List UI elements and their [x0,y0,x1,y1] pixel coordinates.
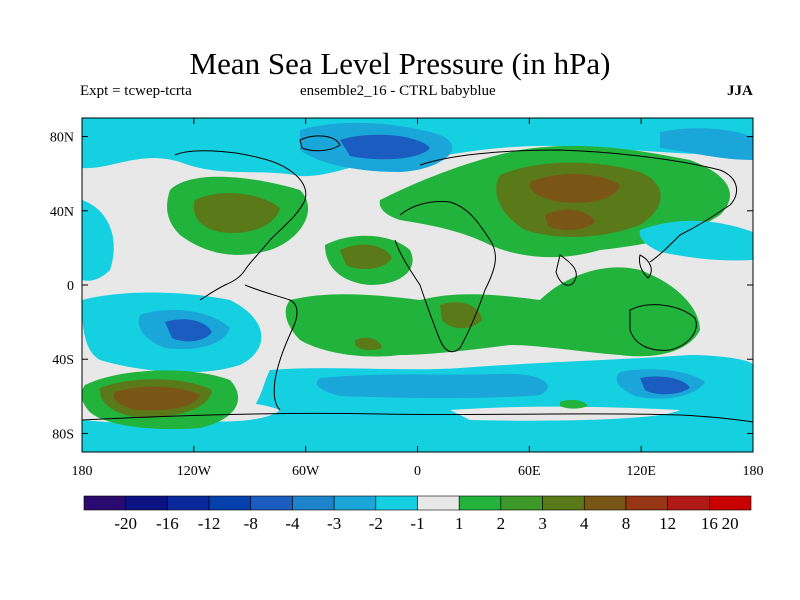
colorbar-label: -8 [244,514,258,533]
colorbar-label: 8 [622,514,631,533]
eurasia-high [529,174,620,203]
colorbar-label: 2 [497,514,506,533]
lat-tick-label: 0 [67,279,74,294]
antarctic-negative [82,425,753,452]
lon-tick-label: 120W [177,464,212,479]
experiment-label: Expt = tcwep-tcrta [80,83,192,99]
colorbar-label: -3 [327,514,341,533]
colorbar-swatch [417,495,460,511]
colorbar-label: -16 [156,514,179,533]
philippines-coast [639,254,652,279]
colorbar-swatch [208,495,252,511]
lat-tick-label: 40N [50,205,74,220]
pressure-field [82,118,753,452]
north-america-coast [174,150,307,301]
central-asia-high [545,209,595,231]
lon-tick-label: 120E [626,464,656,479]
south-indian-core [640,376,690,395]
coastlines [82,135,753,423]
colorbar-label: 16 [701,514,718,533]
colorbar-swatch [709,495,752,511]
lon-tick-label: 0 [414,464,421,479]
tropical-atlantic-core [340,244,392,270]
colorbar-label: 20 [722,514,739,533]
south-africa-core [440,302,482,329]
colorbar-label: 1 [455,514,464,533]
latitude-axis: 80N 40N 0 40S 80S [50,131,753,442]
india-coast [555,254,577,286]
colorbar: -20 -16 -12 -8 -4 -3 -2 -1 1 2 3 4 8 12 16 20 [83,495,752,533]
greenland-coast [299,135,341,152]
lon-tick-label: 60E [518,464,541,479]
colorbar-label: -4 [285,514,300,533]
colorbar-swatch [125,495,168,511]
colorbar-swatch [500,495,543,511]
colorbar-label: -20 [114,514,137,533]
west-edge-negative [82,200,114,281]
ensemble-label: ensemble2_16 - CTRL babyblue [300,83,496,99]
colorbar-label: 3 [538,514,547,533]
west-pacific-negative [639,220,753,261]
antarctica-coast [82,412,753,423]
season-label: JJA [727,83,753,99]
longitude-axis: 180 120W 60W 0 60E 120E 180 [72,118,764,479]
north-america-core [193,193,280,233]
southeast-pacific-high [113,386,200,411]
colorbar-swatch [375,495,418,511]
colorbar-swatch [542,495,585,511]
lon-tick-label: 180 [743,464,764,479]
colorbar-swatch [292,495,335,511]
south-indian-positive-spot [560,399,588,409]
lat-tick-label: 80S [52,427,74,442]
australia-coast [629,304,697,351]
colorbar-label: 12 [659,514,676,533]
east-siberia-anomaly [660,128,753,160]
southern-ocean-mid [316,373,548,399]
map-title: Mean Sea Level Pressure (in hPa) [189,46,611,81]
colorbar-swatch [333,495,377,511]
colorbar-swatch [83,495,126,511]
colorbar-label: -12 [198,514,221,533]
colorbar-label: 4 [580,514,589,533]
colorbar-swatch [458,495,502,511]
south-atlantic-core [355,337,382,351]
lon-tick-label: 180 [72,464,93,479]
lon-tick-label: 60W [292,464,320,479]
colorbar-swatch [167,495,210,511]
lat-tick-label: 80N [50,131,74,146]
colorbar-swatch [583,495,627,511]
lat-tick-label: 40S [52,353,74,368]
eurasia-coast [419,149,738,263]
south-pacific-core [165,319,212,342]
colorbar-swatch [667,495,710,511]
south-america-coast [244,284,298,411]
colorbar-label: -2 [369,514,383,533]
colorbar-label: -1 [410,514,424,533]
colorbar-swatch [250,495,293,511]
africa-coast [394,201,496,353]
southern-positive-belt [285,267,700,357]
arctic-strong-anomaly [340,134,430,160]
colorbar-swatch [625,495,668,511]
